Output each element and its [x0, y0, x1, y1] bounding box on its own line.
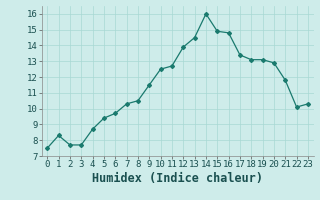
X-axis label: Humidex (Indice chaleur): Humidex (Indice chaleur): [92, 172, 263, 185]
